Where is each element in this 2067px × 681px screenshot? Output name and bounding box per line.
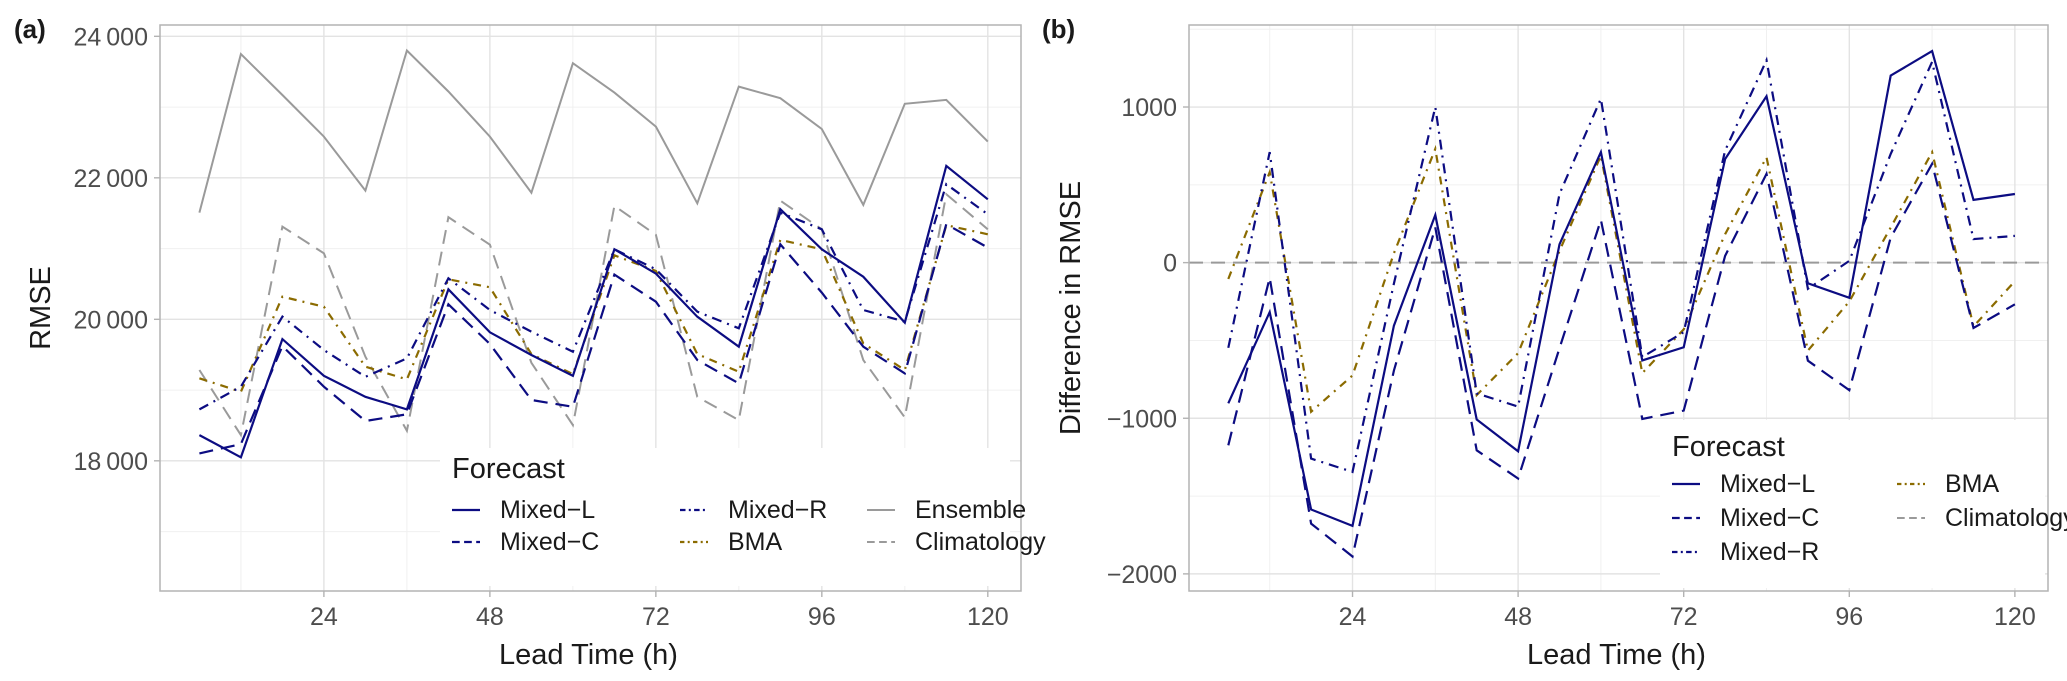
- x-tick-label: 48: [1504, 603, 1532, 631]
- x-tick-label: 24: [1339, 603, 1367, 631]
- series-line-bma: [1227, 144, 2016, 414]
- y-tick-label: 24 000: [73, 23, 148, 51]
- legend-title: Forecast: [1672, 431, 1785, 463]
- legend-label: Mixed−R: [728, 496, 827, 524]
- panel-a-x-axis-title: Lead Time (h): [499, 639, 678, 671]
- series-line-mixed-l: [198, 163, 989, 459]
- y-tick-label: 1000: [1121, 94, 1177, 122]
- legend-item-mixed-c: Mixed−C: [1672, 504, 1819, 532]
- y-tick-label: 18 000: [73, 448, 148, 476]
- legend-label: BMA: [1945, 470, 2000, 498]
- panel-b-x-axis-title: Lead Time (h): [1527, 639, 1706, 671]
- series-line-mixed-c: [199, 222, 989, 455]
- panel-a-y-axis-title: RMSE: [25, 266, 57, 350]
- panel-b-legend: Forecast Mixed−L Mixed−C Mixed−R BMA Climato…: [1660, 420, 2067, 588]
- panel-b-frame: [1188, 24, 2049, 592]
- legend-item-bma: BMA: [1897, 470, 2000, 498]
- legend-background: [1660, 420, 2045, 588]
- legend-label: Mixed−C: [500, 528, 599, 556]
- series-line-mixed-c: [1227, 160, 2016, 559]
- legend-item-climatology: Climatology: [1897, 504, 2067, 532]
- panel-b-ticks: 24 48 72 96 120 −2000 −1000 0 1000: [1107, 94, 2036, 631]
- x-tick-label: 120: [1994, 603, 2036, 631]
- x-tick-label: 72: [1670, 603, 1698, 631]
- y-tick-label: −2000: [1107, 561, 1177, 589]
- legend-item-mixed-c: Mixed−C: [452, 528, 599, 556]
- panel-a-label: (a): [14, 14, 46, 44]
- legend-item-mixed-r: Mixed−R: [680, 496, 827, 524]
- series-line-mixed-l: [1227, 49, 2016, 528]
- legend-item-bma: BMA: [680, 528, 783, 556]
- x-tick-label: 24: [310, 603, 338, 631]
- legend-label: Ensemble: [915, 496, 1026, 524]
- series-line-climatology: [198, 192, 989, 438]
- y-tick-label: 22 000: [73, 165, 148, 193]
- y-tick-label: −1000: [1107, 405, 1177, 433]
- x-tick-label: 96: [808, 603, 836, 631]
- legend-title: Forecast: [452, 453, 565, 485]
- series-line-ensemble: [198, 48, 989, 213]
- y-tick-label: 20 000: [73, 306, 148, 334]
- legend-label: Mixed−R: [1720, 538, 1819, 566]
- panel-a-series: [198, 48, 989, 459]
- series-line-mixed-r: [198, 182, 989, 411]
- legend-label: Climatology: [915, 528, 1046, 556]
- panel-b-label: (b): [1042, 14, 1075, 44]
- legend-background: [440, 448, 1010, 586]
- legend-item-mixed-l: Mixed−L: [1672, 470, 1815, 498]
- panel-a-frame: [159, 24, 1022, 592]
- x-tick-label: 72: [642, 603, 670, 631]
- panel-b-y-axis-title: Difference in RMSE: [1055, 181, 1087, 435]
- x-tick-label: 48: [476, 603, 504, 631]
- x-tick-label: 96: [1835, 603, 1863, 631]
- panel-b: (b) 24 48 72 96 120 −2000 −1000 0 1000 Lead Time…: [1042, 14, 2067, 671]
- legend-item-mixed-l: Mixed−L: [452, 496, 595, 524]
- panel-a-ticks: 24 48 72 96 120 18 000 20 000 22 000 24 000: [73, 23, 1008, 631]
- legend-item-ensemble: Ensemble: [867, 496, 1026, 524]
- legend-label: Mixed−C: [1720, 504, 1819, 532]
- panel-b-series: [1189, 49, 2048, 559]
- legend-label: Mixed−L: [1720, 470, 1815, 498]
- legend-label: Mixed−L: [500, 496, 595, 524]
- legend-item-mixed-r: Mixed−R: [1672, 538, 1819, 566]
- y-tick-label: 0: [1163, 250, 1177, 278]
- x-tick-label: 120: [967, 603, 1009, 631]
- panel-a-legend: Forecast Mixed−L Mixed−C Mixed−R BMA Ensembl…: [440, 448, 1046, 586]
- legend-item-climatology: Climatology: [867, 528, 1046, 556]
- legend-label: Climatology: [1945, 504, 2067, 532]
- legend-label: BMA: [728, 528, 783, 556]
- series-line-mixed-r: [1227, 56, 2015, 474]
